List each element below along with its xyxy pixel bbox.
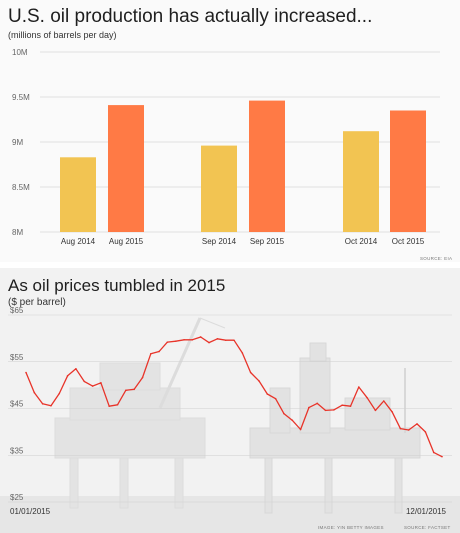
price-point — [291, 419, 294, 421]
x-tick-label: Sep 2015 — [250, 237, 285, 246]
price-point — [191, 338, 194, 341]
price-point — [249, 371, 252, 374]
x-tick-label: Sep 2014 — [202, 237, 237, 246]
x-tick-label: Aug 2015 — [109, 237, 144, 246]
price-point — [391, 410, 393, 413]
x-start-label: 01/01/2015 — [10, 507, 51, 516]
bar-aug-2014 — [60, 157, 96, 232]
price-point — [183, 338, 185, 341]
price-point — [432, 451, 435, 454]
price-point — [441, 455, 443, 458]
price-point — [41, 403, 44, 405]
bar-aug-2015 — [108, 105, 144, 232]
price-point — [341, 404, 343, 407]
y-tick-label: $55 — [10, 353, 24, 362]
price-chart-subtitle: ($ per barrel) — [8, 297, 66, 308]
photo-credit: IMAGE: YIN BETTY IMAGES — [318, 525, 384, 530]
y-tick-label: 9.5M — [12, 93, 30, 102]
y-tick-label: $45 — [10, 400, 24, 409]
x-end-label: 12/01/2015 — [406, 507, 447, 516]
price-point — [333, 409, 335, 411]
price-point — [25, 371, 27, 374]
price-point — [407, 429, 410, 431]
price-point — [141, 376, 144, 379]
price-point — [399, 427, 402, 430]
x-tick-label: Oct 2015 — [392, 237, 425, 246]
y-tick-label: 10M — [12, 48, 28, 57]
price-point — [125, 389, 127, 392]
production-chart-subtitle: (millions of barrels per day) — [8, 30, 117, 40]
production-chart-title: U.S. oil production has actually increas… — [8, 6, 373, 27]
price-point — [116, 403, 119, 406]
price-point — [233, 339, 235, 342]
production-source-credit: SOURCE: EIA — [420, 256, 453, 261]
price-source-credit: SOURCE: FACTSET — [404, 525, 451, 530]
price-point — [216, 338, 219, 340]
price-chart-panel: As oil prices tumbled in 2015 ($ per bar… — [0, 268, 460, 533]
price-point — [308, 406, 310, 409]
price-point — [150, 353, 152, 355]
x-tick-label: Aug 2014 — [61, 237, 96, 246]
bar-oct-2015 — [390, 110, 426, 232]
price-point — [258, 380, 260, 382]
price-line-chart: $25 $35 $45 $55 $65 01/01/2015 12/01/2015 — [8, 306, 452, 516]
price-chart-title: As oil prices tumbled in 2015 — [8, 276, 226, 295]
price-point — [299, 428, 302, 431]
price-point — [158, 350, 160, 353]
bar-sep-2014 — [201, 145, 237, 232]
price-point — [316, 402, 319, 405]
y-tick-label: $35 — [10, 446, 24, 455]
price-point — [374, 409, 377, 412]
price-point — [83, 380, 86, 383]
y-tick-label: 9M — [12, 138, 23, 147]
price-point — [108, 405, 110, 407]
price-point — [100, 381, 102, 384]
production-chart-panel: U.S. oil production has actually increas… — [0, 0, 460, 262]
price-point — [133, 388, 135, 391]
price-point — [366, 396, 368, 399]
price-point — [416, 423, 418, 425]
price-point — [66, 374, 69, 377]
bar-sep-2015 — [249, 100, 285, 232]
price-point — [241, 352, 244, 354]
price-point — [324, 409, 327, 412]
price-point — [208, 341, 210, 344]
x-tick-label: Oct 2014 — [345, 237, 378, 246]
price-point — [382, 400, 385, 402]
price-point — [283, 412, 285, 415]
y-tick-label: 8.5M — [12, 183, 30, 192]
price-point — [33, 391, 36, 394]
price-point — [349, 405, 352, 407]
y-tick-label: $25 — [10, 493, 24, 502]
price-point — [358, 386, 360, 388]
price-point — [166, 341, 169, 343]
price-point — [424, 431, 427, 433]
y-tick-label: $65 — [10, 306, 24, 315]
price-point — [50, 404, 52, 407]
price-point — [199, 336, 202, 338]
price-point — [274, 397, 277, 400]
y-tick-label: 8M — [12, 228, 23, 237]
production-bar-chart: 8M 8.5M 9M 9.5M 10M Aug 2014 Aug 2015 Sep 2014 S… — [12, 48, 440, 246]
price-point — [91, 385, 94, 387]
price-point — [75, 367, 77, 370]
price-point — [58, 392, 61, 395]
price-point — [224, 339, 227, 342]
price-point — [174, 340, 177, 342]
oil-price-line — [25, 336, 443, 458]
bar-oct-2014 — [343, 131, 379, 232]
price-point — [266, 393, 269, 395]
